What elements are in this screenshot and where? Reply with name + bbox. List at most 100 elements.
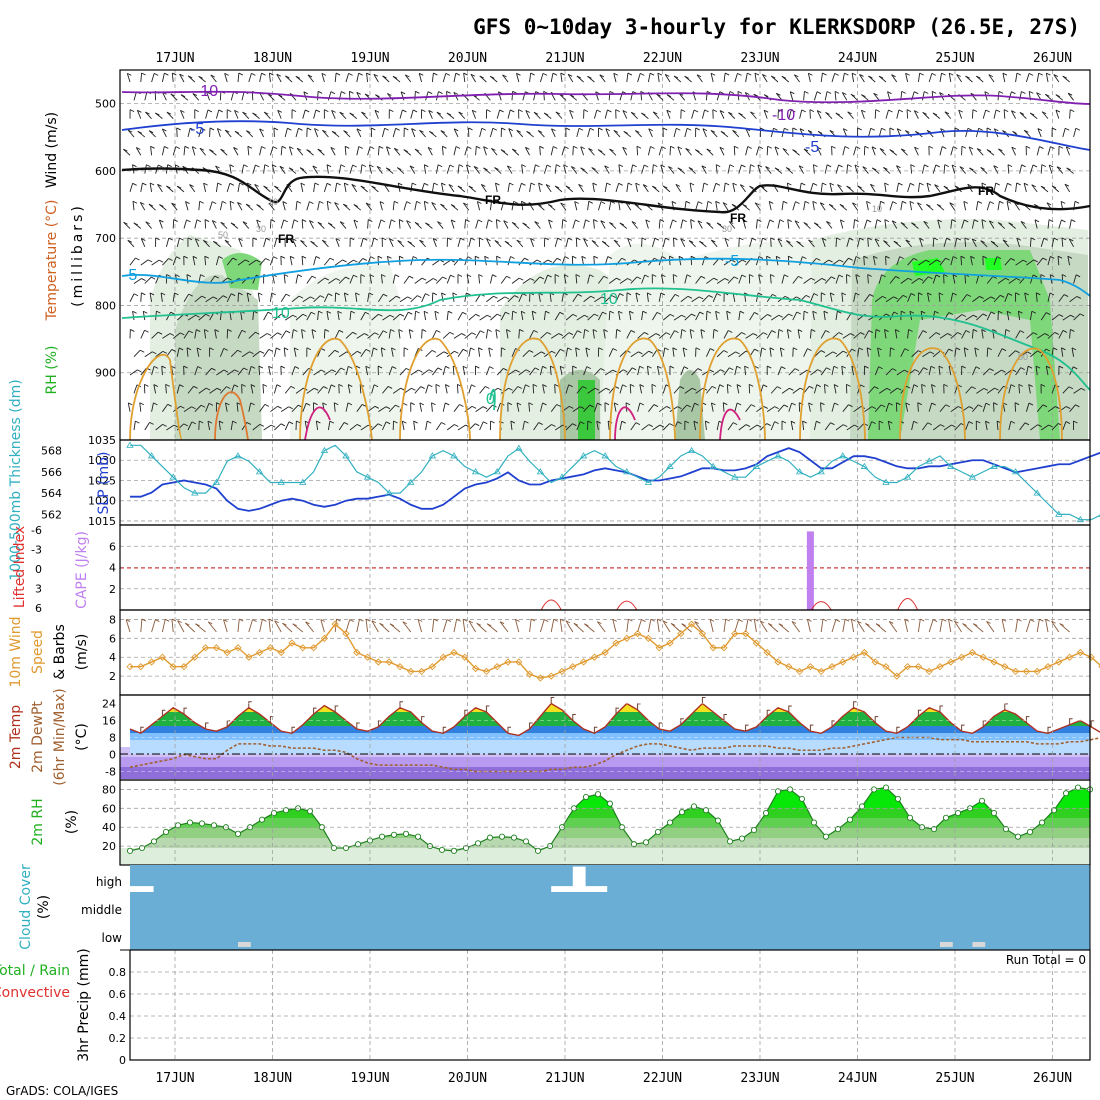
wind-barb (755, 219, 758, 229)
wind-barb-flag (272, 146, 278, 150)
wind-barb (1034, 219, 1038, 229)
wind-barb (400, 91, 405, 101)
wind-barb (770, 314, 780, 321)
wind-barb-flag (486, 238, 491, 242)
precip-conv-label: Convective (0, 985, 70, 1001)
wind-barb (446, 311, 449, 321)
wind-barb-flag (493, 295, 498, 299)
wind-barb (887, 91, 891, 101)
wind-barb-flag (838, 164, 843, 168)
wind-barb (140, 367, 147, 376)
wind-barb-flag (902, 294, 908, 298)
wind-barb-flag (681, 314, 686, 318)
contour-label: FR (978, 184, 994, 198)
wind-barb (911, 350, 919, 358)
wind-speed-marker (882, 663, 890, 671)
wind-barb (326, 201, 329, 211)
wind-barb (846, 238, 850, 247)
wind-barb-flag (860, 332, 865, 335)
wind-barb-flag (127, 72, 132, 76)
wind-barb (753, 619, 757, 633)
rh-unit: (%) (64, 810, 80, 834)
wind-barb-flag (301, 219, 307, 222)
slp-label: SLP (mb) (96, 451, 112, 514)
wind-barb (986, 387, 995, 394)
wind-barb-flag (736, 402, 742, 406)
wind-barb (974, 347, 977, 357)
wind-barb-flag (597, 621, 602, 625)
wind-barb (630, 276, 638, 284)
wind-barb (887, 421, 891, 431)
wind-barb-flag (437, 367, 443, 371)
contour-label: 0 (486, 391, 495, 408)
wind-barb-flag (282, 622, 287, 626)
cross-section-legend: Wind (m/s) Temperature (°C) RH (%) (44, 112, 60, 395)
wind-barb (891, 220, 898, 229)
wind-barb-flag (665, 332, 671, 336)
wind-barb (993, 256, 998, 266)
wind-barb-flag (709, 348, 715, 351)
wind-barb (155, 351, 164, 358)
wind-barb (1062, 386, 1070, 394)
wind-barb-flag (536, 259, 542, 263)
wind-barb (284, 421, 290, 431)
wind-speed-marker (1076, 648, 1085, 657)
wind-barb (560, 202, 567, 211)
wind-barb-flag (880, 200, 885, 204)
wind-barb (462, 366, 466, 376)
rh-tick: 40 (102, 821, 116, 834)
wind-speed-marker (968, 648, 977, 657)
contour-label: -5 (190, 121, 204, 138)
wind-barb-flag (604, 402, 610, 406)
wind-barb-flag (479, 75, 484, 79)
wind-barb-flag (1039, 146, 1044, 149)
wind-barb-flag (594, 387, 600, 391)
wind-barb-flag (292, 238, 297, 242)
wind-barb (961, 219, 965, 229)
wind-barb-flag (1020, 220, 1026, 224)
wind-barb-flag (462, 365, 468, 369)
wind-barb (382, 314, 391, 321)
wind-barb-flag (682, 347, 688, 351)
wind-barb (734, 73, 738, 83)
wind-barb-flag (589, 274, 594, 278)
wind-barb (937, 219, 941, 229)
slp-tick: 1035 (88, 434, 116, 447)
wind-barb-flag (148, 203, 154, 207)
wind-barb-flag (794, 74, 799, 78)
wind-barb-flag (729, 164, 735, 168)
wind-barb (756, 332, 764, 339)
wind-barb-flag (479, 237, 484, 241)
wind-barb (1029, 237, 1032, 247)
wind-barb (863, 256, 865, 266)
wind-barb (540, 332, 548, 339)
wind-barb-flag (210, 74, 215, 78)
wind-barb (269, 146, 274, 156)
wind-barb-flag (276, 237, 281, 241)
wind-barb-flag (539, 276, 544, 280)
wind-barb (662, 237, 666, 247)
wind-barb (1030, 424, 1038, 431)
wind-barb (499, 621, 509, 633)
wind-barb (425, 384, 429, 394)
wind-barb (677, 146, 682, 156)
rh-marker (522, 838, 530, 845)
wind-barb-flag (927, 422, 932, 426)
contour-label: -5 (123, 267, 137, 284)
wind-barb-flag (320, 619, 326, 622)
wind-barb (583, 238, 589, 248)
wind-barb (1024, 292, 1027, 302)
wind-barb (572, 294, 579, 303)
max-tick (1090, 720, 1095, 727)
wind-barb (584, 623, 595, 633)
wind-barb-flag (792, 149, 797, 153)
wind-barb-flag (729, 91, 735, 94)
wind-barb (647, 619, 652, 633)
wind-barb (702, 295, 710, 303)
wind-barb-flag (274, 185, 279, 189)
wind-barb-flag (642, 310, 647, 314)
wind-barb-flag (413, 420, 418, 424)
wind-barb (997, 348, 1003, 357)
lifted-tick: 0 (35, 563, 42, 576)
wind-barb (507, 369, 516, 376)
